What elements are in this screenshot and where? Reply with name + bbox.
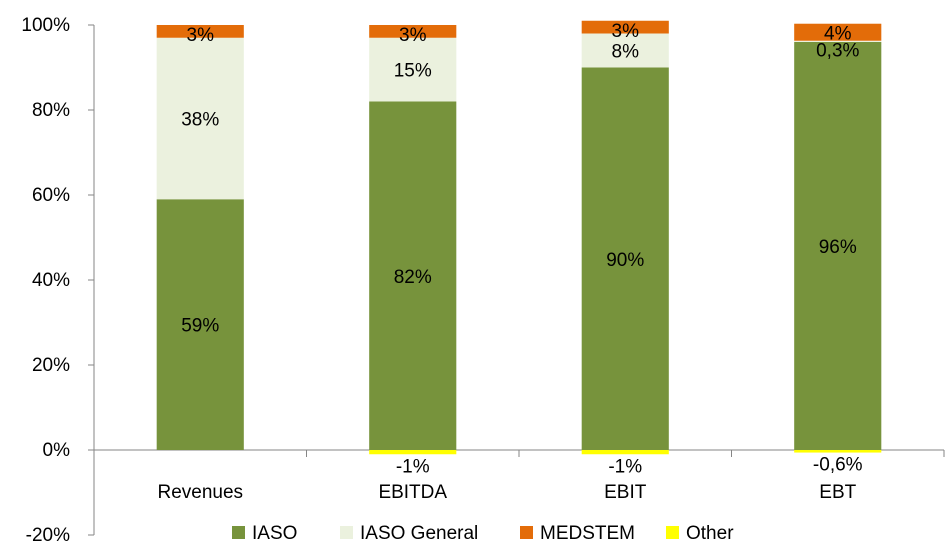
legend-label: MEDSTEM — [540, 523, 635, 543]
bar-segment — [794, 42, 882, 450]
y-tick-label: -20% — [26, 525, 70, 543]
bar-segment — [369, 450, 457, 455]
data-label: 15% — [394, 61, 432, 82]
data-label: -0,6% — [813, 455, 863, 476]
bar-segment — [581, 450, 669, 455]
legend-swatch — [666, 526, 679, 539]
data-label: 0,3% — [816, 41, 859, 62]
y-tick-label: 20% — [32, 355, 70, 376]
bar-segment — [581, 67, 669, 450]
data-label: 8% — [612, 42, 640, 63]
y-tick-label: 100% — [21, 15, 70, 36]
data-label: -1% — [608, 456, 642, 477]
legend-swatch — [232, 526, 245, 539]
legend-label: IASO — [252, 523, 297, 543]
data-label: 3% — [399, 25, 427, 46]
bar-segment — [794, 23, 882, 41]
legend-label: Other — [686, 523, 734, 543]
y-tick-label: 60% — [32, 185, 70, 206]
data-label: 59% — [181, 316, 219, 337]
bar-segment — [794, 40, 882, 42]
legend-label: IASO General — [360, 523, 478, 543]
data-label: 82% — [394, 267, 432, 288]
bar-segment — [581, 33, 669, 68]
bar-segment — [369, 37, 457, 102]
legend-swatch — [340, 526, 353, 539]
data-label: 90% — [606, 250, 644, 271]
bar-segment — [156, 37, 244, 200]
bar-segment — [369, 101, 457, 450]
bar-segment — [581, 20, 669, 34]
data-label: 4% — [824, 24, 852, 45]
y-tick-label: 80% — [32, 100, 70, 121]
data-label: 96% — [819, 237, 857, 258]
bars — [156, 20, 882, 455]
x-tick-label: EBIT — [604, 482, 647, 503]
legend: IASO IASO General MEDSTEM Other — [232, 523, 734, 543]
y-tick-label: 40% — [32, 270, 70, 291]
y-axis: -20% 0% 20% 40% 60% 80% 100% — [21, 15, 95, 543]
data-label: 3% — [187, 25, 215, 46]
y-tick-label: 0% — [43, 440, 71, 461]
data-label: 38% — [181, 110, 219, 131]
bar-segment — [156, 25, 244, 38]
legend-swatch — [520, 526, 533, 539]
data-labels: 59%38%3%82%15%3%-1%90%8%3%-1%96%0,3%4%-0… — [181, 21, 862, 478]
data-label: 3% — [612, 21, 640, 42]
x-tick-label: EBITDA — [378, 482, 447, 503]
x-tick-label: Revenues — [157, 482, 243, 503]
x-tick-label: EBT — [819, 482, 856, 503]
bar-segment — [156, 199, 244, 450]
bar-segment — [369, 25, 457, 38]
data-label: -1% — [396, 456, 430, 477]
bar-segment — [794, 450, 882, 453]
